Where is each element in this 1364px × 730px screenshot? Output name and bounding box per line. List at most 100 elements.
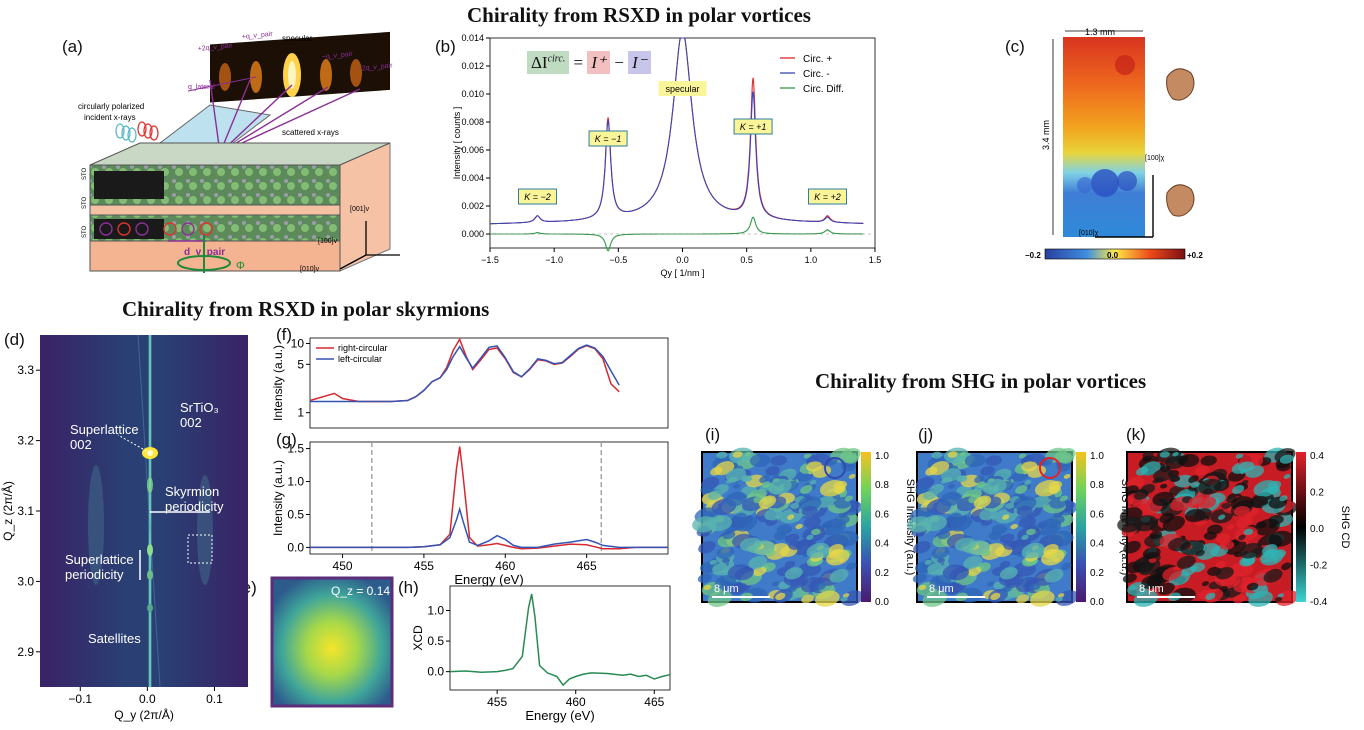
map-domain bbox=[1133, 515, 1159, 532]
map-domain bbox=[954, 537, 976, 552]
ytick-label-f: 1 bbox=[297, 406, 304, 420]
map-domain bbox=[1134, 489, 1149, 500]
map-domain bbox=[1055, 596, 1063, 602]
map-domain bbox=[1233, 594, 1247, 604]
map-domain bbox=[1152, 468, 1174, 482]
formula-minus: − bbox=[614, 53, 624, 72]
map-domain bbox=[1048, 530, 1074, 547]
map-domain bbox=[848, 473, 856, 479]
layer-label-sto-3: STO bbox=[82, 225, 88, 238]
map-domain bbox=[1279, 454, 1294, 464]
map-domain bbox=[748, 555, 768, 570]
xtick-label-b: −1.5 bbox=[481, 255, 499, 265]
map-domain bbox=[761, 481, 771, 488]
map-domain bbox=[947, 512, 962, 524]
ytick-label-b: 0.012 bbox=[461, 61, 484, 71]
axis-010-chi: [010]χ bbox=[1079, 230, 1099, 237]
map-domain bbox=[937, 557, 946, 563]
ytick-label-b: 0.014 bbox=[461, 33, 484, 43]
map-domain bbox=[709, 559, 718, 565]
map-domain bbox=[803, 516, 821, 528]
panel-label-k: (k) bbox=[1126, 425, 1146, 444]
map-domain bbox=[1142, 451, 1154, 459]
ylabel-b: Intensity [ counts ] bbox=[452, 107, 462, 180]
map-domain bbox=[722, 530, 736, 540]
map-domain bbox=[1233, 505, 1250, 517]
map-domain bbox=[1016, 594, 1030, 604]
map-domain bbox=[1059, 495, 1068, 502]
legend-entry-f: right-circular bbox=[338, 343, 388, 353]
map-domain bbox=[826, 549, 850, 566]
ytick-label-f: 5 bbox=[297, 357, 304, 371]
map-domain bbox=[833, 530, 859, 547]
colorbar-tick: 0.0 bbox=[875, 597, 889, 608]
xtick-label-b: −0.5 bbox=[609, 255, 627, 265]
colorbar-tick: 0.0 bbox=[1310, 524, 1324, 535]
map-domain bbox=[922, 590, 947, 607]
map-domain bbox=[959, 451, 966, 457]
map-domain bbox=[816, 496, 835, 508]
xtick-label-b: 0.5 bbox=[740, 255, 753, 265]
map-domain bbox=[1277, 593, 1284, 598]
axis-001: [001]v bbox=[350, 206, 370, 213]
map-domain bbox=[801, 505, 818, 517]
map-domain bbox=[759, 475, 770, 484]
series-line-h-0 bbox=[449, 593, 671, 687]
map-domain bbox=[1241, 479, 1249, 485]
map-domain bbox=[703, 584, 712, 590]
map-domain bbox=[1221, 502, 1231, 509]
colorbar bbox=[1076, 452, 1086, 602]
axes-triad-icon bbox=[339, 221, 400, 270]
map-domain bbox=[790, 502, 800, 509]
map-domain bbox=[1198, 478, 1222, 495]
map-domain bbox=[1215, 533, 1231, 544]
xlabel-b: Qy [ 1/nm ] bbox=[660, 268, 704, 278]
map-domain bbox=[964, 453, 986, 468]
map-domain bbox=[1157, 582, 1175, 595]
right-hand-icon bbox=[1166, 184, 1195, 217]
colorbar bbox=[1296, 452, 1306, 602]
map-domain bbox=[806, 461, 823, 472]
map-domain bbox=[800, 484, 813, 494]
map-domain bbox=[1239, 542, 1263, 559]
map-domain bbox=[1059, 454, 1074, 464]
map-domain bbox=[1168, 537, 1189, 552]
map-domain bbox=[1268, 530, 1294, 547]
map-domain bbox=[787, 514, 795, 520]
map-domain bbox=[716, 451, 728, 459]
panel-label-a: (a) bbox=[62, 37, 83, 56]
map-domain bbox=[1029, 582, 1041, 591]
map-domain bbox=[1133, 590, 1159, 607]
map-domain bbox=[1188, 495, 1206, 509]
map-domain bbox=[1152, 491, 1175, 507]
formula-iplus: I⁺ bbox=[587, 51, 611, 74]
map-domain bbox=[1159, 512, 1175, 524]
map-domain bbox=[725, 468, 747, 482]
scalebar-label: 8 μm bbox=[929, 583, 954, 595]
map-domain bbox=[987, 581, 995, 587]
map-domain bbox=[801, 594, 815, 604]
panel-a-schematic: specular +2q_v_pair +q_v_pair −q_v_pair … bbox=[78, 31, 400, 273]
map-domain bbox=[1201, 581, 1209, 587]
map-domain bbox=[732, 512, 747, 524]
map-domain bbox=[918, 584, 927, 590]
order-minus2: −2q_v_pair bbox=[357, 62, 393, 73]
formula-box: ΔIcirc. = I⁺ − I⁻ bbox=[527, 51, 651, 74]
map-domain bbox=[1123, 540, 1141, 554]
map-domain bbox=[1215, 560, 1227, 569]
map-domain bbox=[714, 575, 736, 589]
map-domain bbox=[1172, 451, 1179, 457]
map-domain bbox=[1260, 549, 1284, 566]
ytick-label-h: 1.0 bbox=[427, 603, 444, 617]
map-domain bbox=[1148, 557, 1157, 563]
shg-map-k: 8 μm 0.4 0.2 0.0 -0.2 -0.4 SHG CD bbox=[1117, 447, 1351, 608]
map-domain bbox=[1044, 568, 1064, 583]
map-domain bbox=[1246, 582, 1259, 591]
detector-strip bbox=[210, 31, 390, 103]
colorbar-tick: 0.4 bbox=[1310, 451, 1324, 462]
map-domain bbox=[999, 560, 1011, 569]
map-domain bbox=[912, 573, 927, 583]
colorbar-tick: 0.6 bbox=[1090, 509, 1104, 520]
ytick-label-b: 0.004 bbox=[461, 173, 484, 183]
